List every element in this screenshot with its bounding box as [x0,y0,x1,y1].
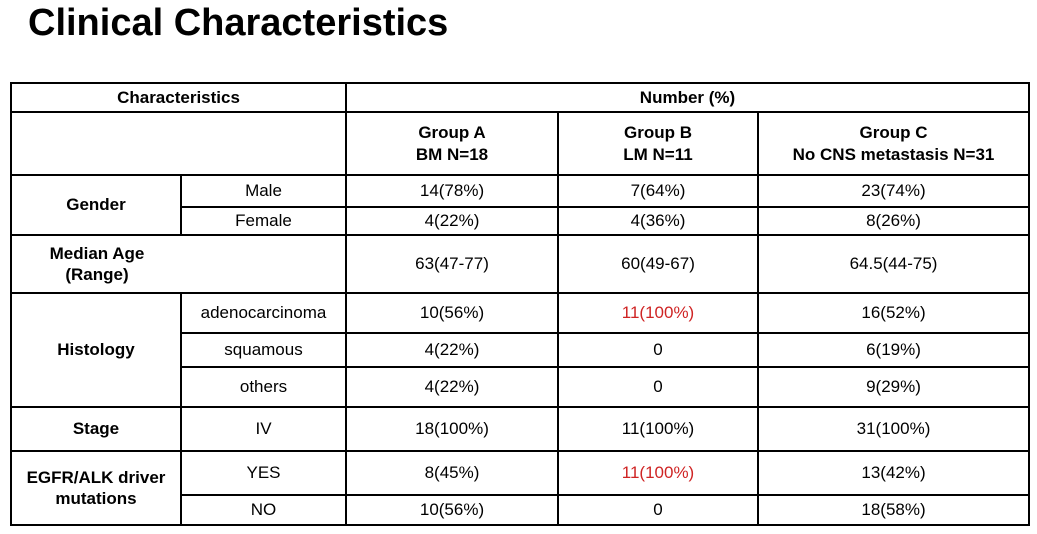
cell-group-b: 0 [557,366,759,408]
table-row: EGFR/ALK driver mutations YES 8(45%) 11(… [10,450,1031,526]
cell-group-a: 10(56%) [345,494,559,526]
table-row: Stage IV 18(100%) 11(100%) 31(100%) [10,406,1031,452]
cell-group-a: 4(22%) [345,366,559,408]
cell-group-b: 11(100%) [557,406,759,452]
clinical-characteristics-table: Characteristics Number (%) Group A BM N=… [10,82,1031,526]
table-group-header-row: Group A BM N=18 Group B LM N=11 Group C … [10,111,1031,176]
header-group-a: Group A BM N=18 [345,111,559,176]
header-group-b: Group B LM N=11 [557,111,759,176]
header-number-pct: Number (%) [344,82,1031,113]
row-sublabel: Female [180,206,347,236]
row-sublabel: others [180,366,347,408]
row-sublabel: adenocarcinoma [180,292,347,334]
cell-group-a: 4(22%) [345,332,559,368]
row-label-egfr-alk: EGFR/ALK driver mutations [10,450,182,526]
row-label-histology: Histology [10,292,182,408]
cell-group-c: 31(100%) [756,406,1031,452]
table-row: Female 4(22%) 4(36%) 8(26%) [11,206,1031,236]
cell-group-a: 4(22%) [345,206,559,236]
cell-group-c: 23(74%) [756,174,1031,208]
row-sublabel: IV [180,406,347,452]
row-label-gender: Gender [10,174,182,236]
cell-group-b: 0 [557,494,759,526]
cell-group-c: 8(26%) [756,206,1031,236]
cell-group-c: 64.5(44-75) [756,234,1031,294]
cell-group-b: 7(64%) [557,174,759,208]
cell-group-c: 16(52%) [756,292,1031,334]
table-row: Histology adenocarcinoma 10(56%) 11(100%… [10,292,1031,408]
table-row: Median Age (Range) 63(47-77) 60(49-67) 6… [10,234,1031,294]
group-c-cohort: No CNS metastasis N=31 [792,144,995,164]
group-c-name: Group C [859,123,928,143]
median-age-label: Median Age (Range) [49,243,145,284]
row-label-stage: Stage [10,406,182,452]
row-sublabel: YES [180,450,347,496]
row-sublabel: NO [180,494,347,526]
group-b-cohort: LM N=11 [623,144,693,164]
cell-group-a: 8(45%) [345,450,559,496]
table-row: Gender Male 14(78%) 7(64%) 23(74%) [10,174,1031,236]
header-characteristics: Characteristics [10,82,347,113]
cell-group-c: 18(58%) [756,494,1031,526]
cell-group-c: 6(19%) [756,332,1031,368]
cell-group-b: 4(36%) [557,206,759,236]
cell-group-b: 60(49-67) [557,234,759,294]
row-label-median-age: Median Age (Range) [10,234,347,294]
table-row: others 4(22%) 0 9(29%) [11,366,1031,408]
cell-group-a: 18(100%) [345,406,559,452]
cell-group-b-highlighted: 11(100%) [557,450,759,496]
cell-group-c: 9(29%) [756,366,1031,408]
row-sublabel: squamous [180,332,347,368]
page-title: Clinical Characteristics [28,2,449,44]
cell-group-a: 10(56%) [345,292,559,334]
cell-group-a: 63(47-77) [345,234,559,294]
row-sublabel: Male [180,174,347,208]
cell-group-b: 0 [557,332,759,368]
cell-group-a: 14(78%) [345,174,559,208]
cell-group-c: 13(42%) [756,450,1031,496]
table-header-row: Characteristics Number (%) [10,82,1031,113]
header-group-c: Group C No CNS metastasis N=31 [756,111,1031,176]
group-a-cohort: BM N=18 [415,144,489,164]
table-row: NO 10(56%) 0 18(58%) [11,494,1031,526]
group-b-name: Group B [624,123,692,143]
table-row: squamous 4(22%) 0 6(19%) [11,332,1031,368]
header-empty-cell [10,111,347,176]
cell-group-b-highlighted: 11(100%) [557,292,759,334]
group-a-name: Group A [418,123,486,143]
